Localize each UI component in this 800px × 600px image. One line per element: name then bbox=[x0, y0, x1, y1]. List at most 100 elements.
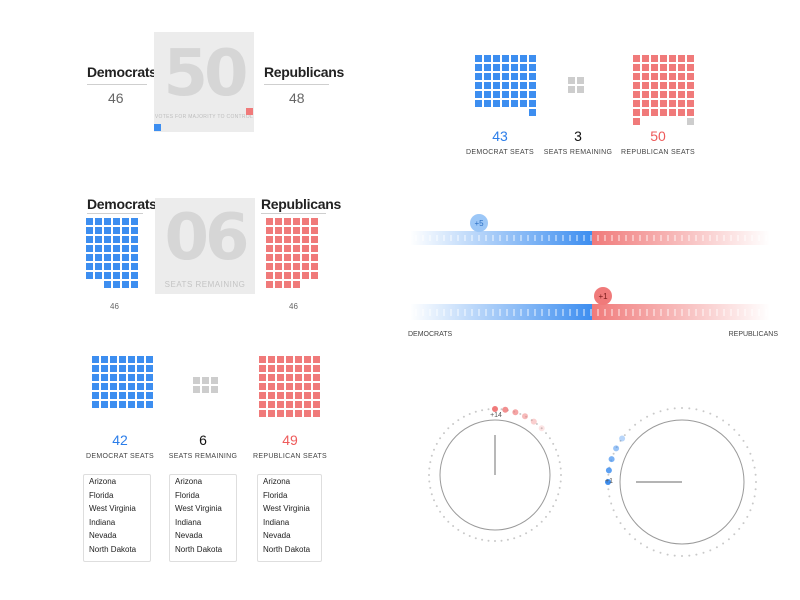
seat-square bbox=[651, 73, 658, 80]
seat-square bbox=[475, 55, 482, 62]
dial-dot bbox=[623, 434, 626, 437]
dial-dot bbox=[555, 448, 557, 451]
dial-dot bbox=[435, 505, 438, 508]
seat-square bbox=[284, 263, 291, 270]
seat-square bbox=[511, 82, 518, 89]
seat-empty bbox=[95, 281, 102, 288]
dial-dot bbox=[615, 515, 618, 518]
seat-square bbox=[302, 236, 309, 243]
seat-square bbox=[211, 386, 218, 393]
panel-c-rep-name: Republicans bbox=[261, 196, 341, 212]
seat-square bbox=[493, 64, 500, 71]
seat-empty bbox=[660, 118, 667, 125]
race-list-item[interactable]: Florida bbox=[263, 490, 288, 500]
race-list-item[interactable]: North Dakota bbox=[175, 544, 223, 554]
seat-square bbox=[286, 392, 293, 399]
race-list-item[interactable]: Florida bbox=[175, 490, 200, 500]
seat-square bbox=[266, 263, 273, 270]
panel-a-dem-name: Democrats bbox=[87, 64, 157, 80]
race-list-item[interactable]: West Virginia bbox=[175, 504, 222, 514]
seat-square bbox=[277, 365, 284, 372]
race-list-item[interactable]: West Virginia bbox=[89, 504, 136, 514]
dial-dot bbox=[540, 427, 543, 430]
panel-e-remaining-grid bbox=[193, 377, 218, 393]
seat-square bbox=[286, 374, 293, 381]
race-list-item[interactable]: North Dakota bbox=[89, 544, 137, 554]
seat-square bbox=[104, 281, 111, 288]
dial-margin-dot bbox=[608, 456, 615, 463]
dial-dot bbox=[715, 546, 718, 549]
seat-square bbox=[493, 82, 500, 89]
seat-square bbox=[293, 245, 300, 252]
seat-empty bbox=[493, 109, 500, 116]
race-list-item[interactable]: Arizona bbox=[89, 477, 117, 486]
seat-square bbox=[128, 374, 135, 381]
balance-bar-2-dem-fill bbox=[410, 304, 592, 320]
dial-margin-dot bbox=[605, 479, 611, 485]
race-list-item[interactable]: Nevada bbox=[175, 531, 203, 541]
seat-square bbox=[302, 218, 309, 225]
seat-square bbox=[113, 272, 120, 279]
seat-square bbox=[92, 392, 99, 399]
race-list-item[interactable]: Florida bbox=[89, 490, 114, 500]
dial-1-margin-label: +14 bbox=[490, 412, 502, 419]
seat-square bbox=[113, 254, 120, 261]
panel-c-dem-grid bbox=[86, 218, 138, 288]
dial-dot bbox=[733, 428, 736, 431]
dial-2-margin-label: +1 bbox=[605, 478, 613, 485]
race-list-item[interactable]: Indiana bbox=[89, 517, 116, 527]
seat-square bbox=[295, 365, 302, 372]
seat-square bbox=[95, 254, 102, 261]
seat-square bbox=[293, 236, 300, 243]
seat-square bbox=[259, 374, 266, 381]
seat-square bbox=[122, 281, 129, 288]
seat-square bbox=[131, 236, 138, 243]
race-list-item[interactable]: West Virginia bbox=[263, 504, 310, 514]
dial-dot bbox=[607, 488, 610, 491]
seat-square bbox=[284, 272, 291, 279]
seat-square bbox=[95, 272, 102, 279]
seat-square bbox=[669, 100, 676, 107]
seat-square bbox=[113, 263, 120, 270]
dial-dot bbox=[457, 528, 460, 531]
seat-square bbox=[119, 365, 126, 372]
seat-square bbox=[678, 82, 685, 89]
race-list-item[interactable]: Indiana bbox=[175, 517, 202, 527]
seat-square bbox=[275, 236, 282, 243]
race-list-item[interactable]: Nevada bbox=[263, 531, 291, 541]
dial-dot bbox=[474, 537, 477, 540]
seat-square bbox=[137, 365, 144, 372]
dial-dot bbox=[639, 419, 642, 422]
seat-square bbox=[687, 73, 694, 80]
seat-square bbox=[211, 377, 218, 384]
seat-square bbox=[104, 254, 111, 261]
race-list-item[interactable]: Nevada bbox=[89, 531, 117, 541]
seat-square bbox=[502, 82, 509, 89]
seat-square bbox=[104, 236, 111, 243]
seat-empty bbox=[502, 109, 509, 116]
dial-dot bbox=[462, 532, 465, 535]
dial-dot bbox=[666, 553, 669, 556]
race-list-item[interactable]: Indiana bbox=[263, 517, 290, 527]
panel-a-dem-divider bbox=[87, 84, 147, 85]
seat-square bbox=[295, 383, 302, 390]
dial-dot bbox=[452, 423, 455, 425]
race-list-item[interactable]: Arizona bbox=[263, 477, 291, 486]
seat-square bbox=[293, 227, 300, 234]
race-list-item[interactable]: North Dakota bbox=[263, 544, 311, 554]
seat-square bbox=[633, 91, 640, 98]
dial-dot bbox=[746, 515, 749, 518]
balance-xlabel-left: DEMOCRATS bbox=[408, 331, 453, 338]
seat-square bbox=[268, 374, 275, 381]
seat-square bbox=[669, 82, 676, 89]
seat-square bbox=[110, 365, 117, 372]
dial-margin-dot bbox=[619, 435, 626, 442]
seat-square bbox=[286, 365, 293, 372]
seat-square bbox=[304, 356, 311, 363]
seat-square bbox=[131, 254, 138, 261]
seat-square bbox=[577, 86, 584, 93]
race-list-item[interactable]: Arizona bbox=[175, 477, 203, 486]
panel-c-rep-divider bbox=[261, 213, 326, 214]
dial-dot bbox=[628, 428, 631, 431]
seat-square bbox=[137, 401, 144, 408]
